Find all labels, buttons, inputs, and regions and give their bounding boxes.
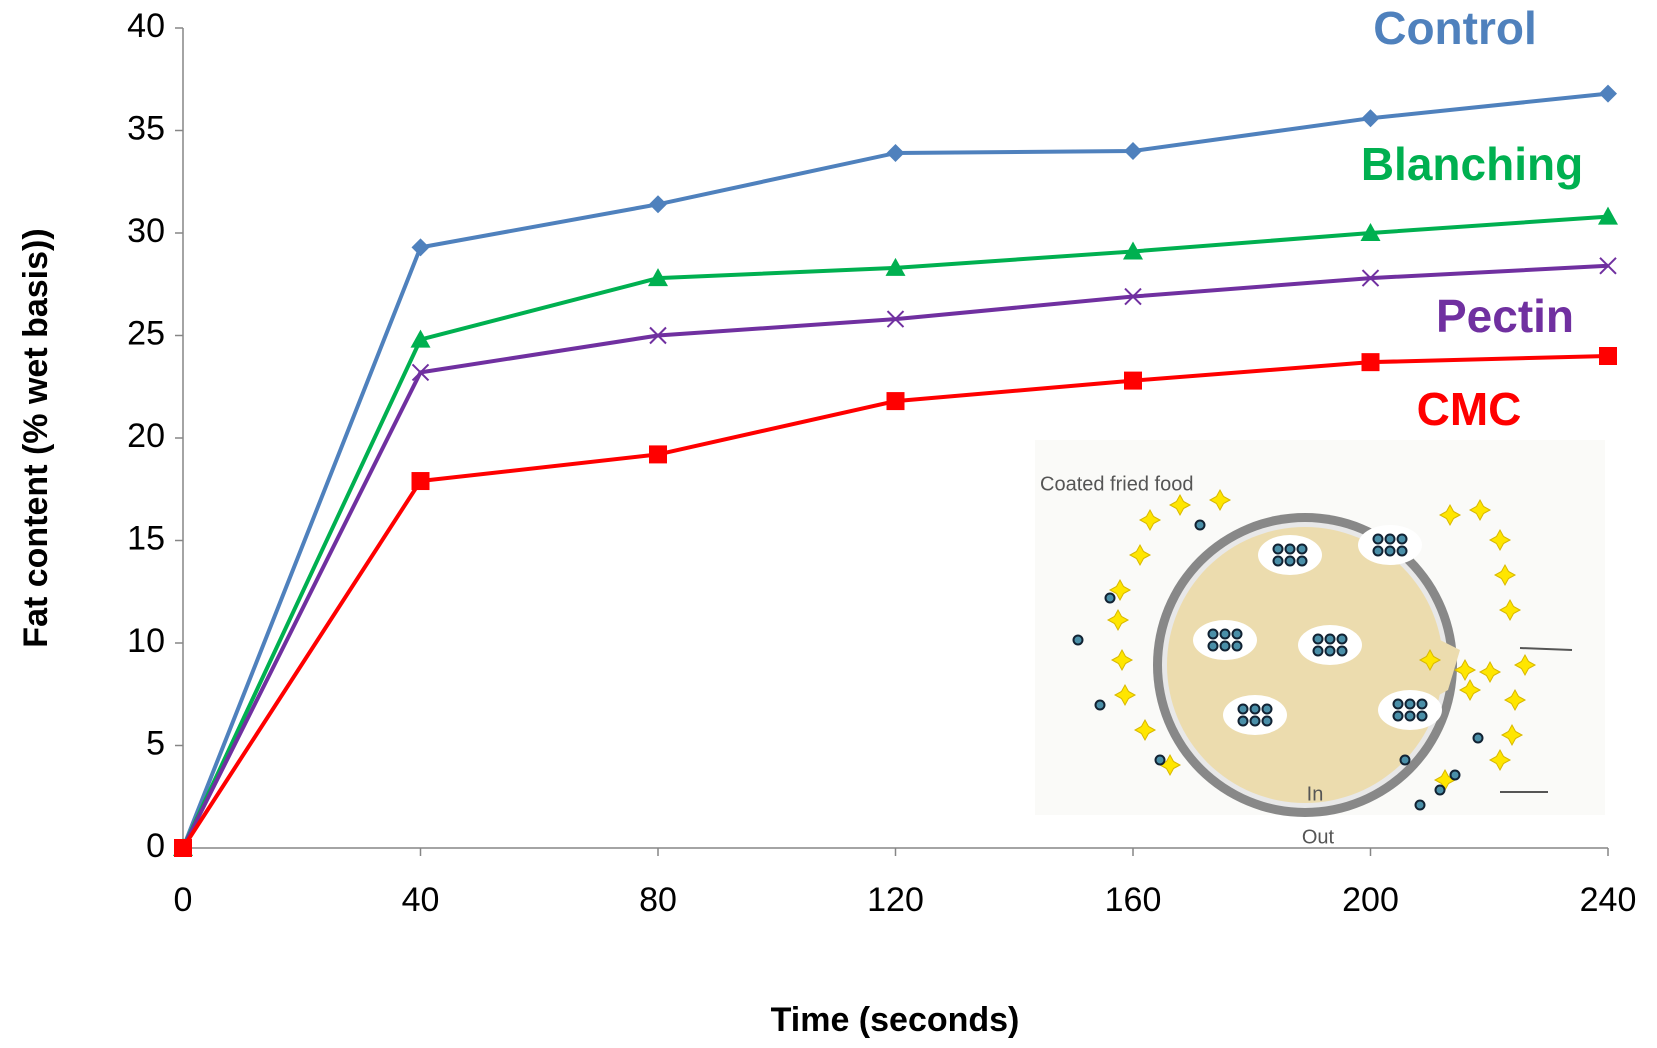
- inset-label: Coated fried food: [1040, 473, 1193, 495]
- y-tick-label: 35: [127, 109, 165, 147]
- water-droplet: [1474, 734, 1483, 743]
- marker: [174, 839, 192, 857]
- water-droplet: [1251, 717, 1260, 726]
- water-droplet: [1386, 535, 1395, 544]
- y-tick-label: 25: [127, 314, 165, 352]
- water-droplet: [1401, 756, 1410, 765]
- water-droplet: [1326, 635, 1335, 644]
- marker: [1124, 372, 1142, 390]
- y-tick-label: 40: [127, 7, 165, 45]
- water-droplet: [1398, 535, 1407, 544]
- water-droplet: [1314, 647, 1323, 656]
- water-droplet: [1263, 717, 1272, 726]
- marker: [412, 238, 430, 256]
- water-droplet: [1406, 712, 1415, 721]
- air-pocket: [1258, 535, 1322, 575]
- water-droplet: [1251, 705, 1260, 714]
- y-tick-label: 30: [127, 212, 165, 250]
- water-droplet: [1326, 647, 1335, 656]
- inset-label: In: [1307, 783, 1324, 805]
- x-axis-title: Time (seconds): [771, 1001, 1020, 1039]
- water-droplet: [1156, 756, 1165, 765]
- water-droplet: [1338, 635, 1347, 644]
- water-droplet: [1274, 557, 1283, 566]
- series-label: Control: [1373, 2, 1537, 54]
- x-tick-label: 160: [1105, 881, 1162, 919]
- water-droplet: [1416, 801, 1425, 810]
- water-droplet: [1451, 771, 1460, 780]
- x-tick-label: 120: [867, 881, 924, 919]
- water-droplet: [1286, 557, 1295, 566]
- water-droplet: [1394, 712, 1403, 721]
- water-droplet: [1436, 786, 1445, 795]
- inset-diagram: Coated fried food In Out: [1035, 440, 1605, 848]
- chart: Time (seconds) Fat content (% wet basis)…: [0, 0, 1657, 1048]
- water-droplet: [1374, 547, 1383, 556]
- water-droplet: [1221, 630, 1230, 639]
- water-droplet: [1074, 636, 1083, 645]
- inset-label: Out: [1302, 826, 1335, 848]
- water-droplet: [1386, 547, 1395, 556]
- water-droplet: [1314, 635, 1323, 644]
- water-droplet: [1209, 642, 1218, 651]
- water-droplet: [1374, 535, 1383, 544]
- air-pocket: [1358, 525, 1422, 565]
- x-tick-label: 240: [1580, 881, 1637, 919]
- water-droplet: [1286, 545, 1295, 554]
- air-pocket: [1193, 620, 1257, 660]
- water-droplet: [1338, 647, 1347, 656]
- series-label: CMC: [1417, 383, 1522, 435]
- water-droplet: [1418, 712, 1427, 721]
- water-droplet: [1239, 705, 1248, 714]
- x-tick-label: 40: [402, 881, 440, 919]
- series-label: Blanching: [1361, 138, 1583, 190]
- water-droplet: [1233, 642, 1242, 651]
- y-tick-label: 0: [146, 827, 165, 865]
- y-tick-label: 5: [146, 724, 165, 762]
- y-tick-label: 10: [127, 622, 165, 660]
- y-axis-title: Fat content (% wet basis)): [17, 228, 55, 647]
- water-droplet: [1398, 547, 1407, 556]
- water-droplet: [1209, 630, 1218, 639]
- air-pocket: [1378, 690, 1442, 730]
- water-droplet: [1298, 557, 1307, 566]
- marker: [1362, 109, 1380, 127]
- water-droplet: [1418, 700, 1427, 709]
- y-tick-label: 20: [127, 417, 165, 455]
- water-droplet: [1096, 701, 1105, 710]
- water-droplet: [1196, 521, 1205, 530]
- series-label: Pectin: [1436, 290, 1574, 342]
- marker: [649, 445, 667, 463]
- marker: [1362, 353, 1380, 371]
- marker: [1124, 142, 1142, 160]
- water-droplet: [1106, 594, 1115, 603]
- marker: [1599, 85, 1617, 103]
- water-droplet: [1263, 705, 1272, 714]
- x-tick-label: 80: [639, 881, 677, 919]
- water-droplet: [1274, 545, 1283, 554]
- water-droplet: [1239, 717, 1248, 726]
- marker: [1599, 347, 1617, 365]
- x-tick-label: 0: [174, 881, 193, 919]
- water-droplet: [1221, 642, 1230, 651]
- water-droplet: [1406, 700, 1415, 709]
- x-tick-label: 200: [1342, 881, 1399, 919]
- marker: [412, 472, 430, 490]
- air-pocket: [1298, 625, 1362, 665]
- marker: [887, 144, 905, 162]
- water-droplet: [1394, 700, 1403, 709]
- air-pocket: [1223, 695, 1287, 735]
- water-droplet: [1233, 630, 1242, 639]
- water-droplet: [1298, 545, 1307, 554]
- y-tick-label: 15: [127, 519, 165, 557]
- marker: [887, 392, 905, 410]
- marker: [649, 195, 667, 213]
